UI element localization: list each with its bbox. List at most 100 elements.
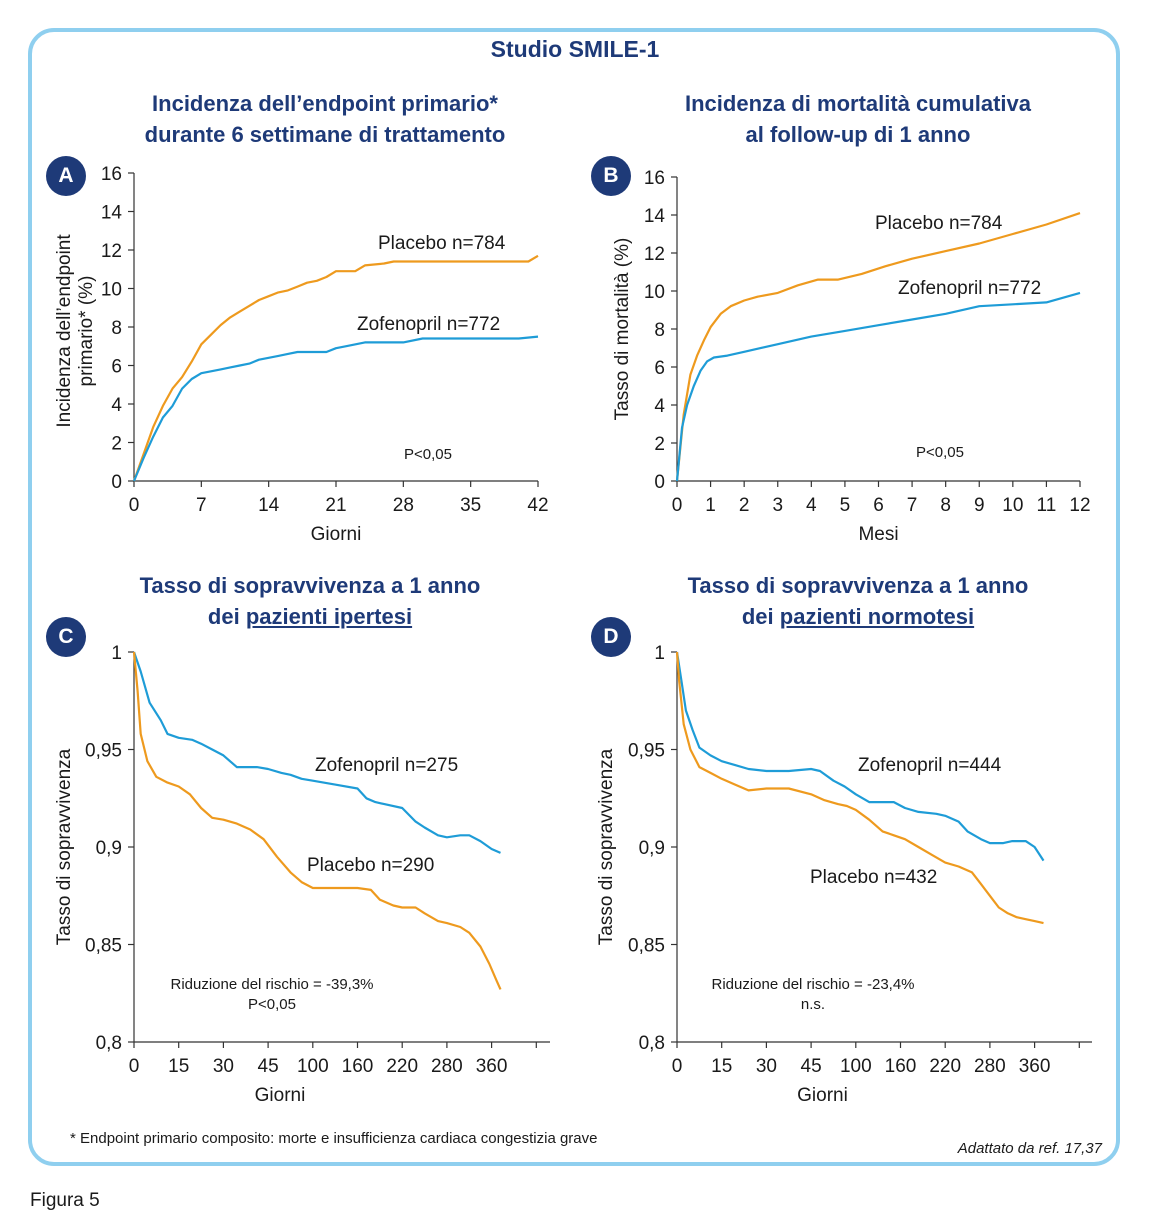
chart-c-x-axis-label: Giorni [255,1085,306,1106]
chart-a-x-tick-label: 14 [258,495,280,516]
chart-d-x-tick-label: 100 [840,1056,872,1077]
chart-d-x-tick-label: 360 [1019,1056,1051,1077]
chart-a-x-tick-label: 0 [129,495,140,516]
chart-b-y-tick-label: 6 [654,358,665,379]
chart-d-x-tick-label: 160 [885,1056,917,1077]
chart-c-y-tick-label: 1 [111,643,122,664]
chart-b-placebo-label: Placebo n=784 [875,213,1003,234]
chart-a-x-tick-label: 7 [196,495,207,516]
chart-a-placebo-line [132,254,539,482]
panel-c-title-line1: Tasso di sopravvivenza a 1 anno [139,573,481,598]
panel-b-title-line2: al follow-up di 1 anno [745,122,971,147]
panel-d-title-prefix: dei [741,604,780,629]
panel-d-title: Tasso di sopravvivenza a 1 anno dei pazi… [578,570,1138,632]
panel-d-badge: D [591,617,631,657]
chart-a-zofenopril-line [132,335,539,482]
chart-b-y-tick-label: 8 [654,320,665,341]
chart-b-y-tick-label: 10 [644,282,665,303]
chart-c-x-tick-label: 0 [129,1056,140,1077]
panel-a-badge: A [46,156,86,196]
chart-c-placebo-label: Placebo n=290 [307,855,434,876]
chart-b-x-tick-label: 5 [840,495,851,516]
chart-d-placebo-label: Placebo n=432 [810,867,937,888]
chart-d-y-tick-label: 1 [654,643,665,664]
panel-d-title-line1: Tasso di sopravvivenza a 1 anno [687,573,1029,598]
chart-a-y-tick-label: 4 [111,395,122,416]
chart-a-annotation: P<0,05 [404,446,452,463]
panel-c-badge: C [46,617,86,657]
chart-b-y-tick-label: 12 [644,244,665,265]
chart-c-placebo-line [132,651,502,990]
chart-d-x-axis-label: Giorni [797,1085,848,1106]
chart-a-y-tick-label: 10 [101,280,122,301]
chart-d-x-tick-label: 220 [929,1056,961,1077]
chart-b-zofenopril-label: Zofenopril n=772 [898,278,1041,299]
chart-c-x-tick-label: 360 [476,1056,508,1077]
chart-a-x-tick-label: 21 [325,495,346,516]
chart-d-zofenopril-line [675,651,1045,862]
chart-b-x-tick-label: 6 [873,495,884,516]
chart-a-zofenopril-label: Zofenopril n=772 [357,314,500,335]
chart-d-placebo-line [675,651,1044,925]
panel-d-title-underlined: pazienti normotesi [779,604,975,629]
chart-b-x-tick-label: 9 [974,495,985,516]
chart-a-y-tick-label: 0 [111,472,122,493]
chart-b-placebo-line [675,212,1081,482]
chart-b-y-tick-label: 14 [644,206,666,227]
panel-a-title-line2: durante 6 settimane di trattamento [144,122,506,147]
chart-b-x-axis-label: Mesi [858,524,898,545]
chart-b-x-tick-label: 10 [1002,495,1023,516]
chart-c-annotation: Riduzione del rischio = -39,3% [170,976,373,993]
chart-c-y-tick-label: 0,95 [85,741,122,762]
chart-a-y-tick-label: 6 [111,357,122,378]
chart-c-x-tick-label: 100 [297,1056,329,1077]
figure-label: Figura 5 [30,1190,100,1211]
chart-d-x-tick-label: 15 [711,1056,732,1077]
chart-c-x-tick-label: 220 [386,1056,418,1077]
chart-b-x-tick-label: 11 [1037,495,1057,516]
panel-a-title: Incidenza dell’endpoint primario* durant… [45,88,605,150]
chart-d-y-tick-label: 0,9 [639,838,665,859]
chart-a-y-tick-label: 14 [101,203,123,224]
panel-b-title: Incidenza di mortalità cumulativa al fol… [578,88,1138,150]
chart-b-x-tick-label: 3 [772,495,783,516]
chart-c-y-tick-label: 0,85 [85,936,122,957]
chart-b-x-tick-label: 2 [739,495,750,516]
panel-a-title-line1: Incidenza dell’endpoint primario* [152,91,498,116]
chart-a-y-tick-label: 8 [111,318,122,339]
footnote: * Endpoint primario composito: morte e i… [70,1130,598,1147]
chart-c-x-tick-label: 30 [213,1056,234,1077]
chart-d-x-tick-label: 45 [801,1056,822,1077]
chart-b-y-tick-label: 16 [644,168,665,189]
panel-b-title-line1: Incidenza di mortalità cumulativa [685,91,1031,116]
panel-d-title-line2: dei pazienti normotesi [578,601,1138,632]
chart-b-y-tick-label: 4 [654,396,665,417]
chart-d-y-axis-label: Tasso di sopravvivenza [596,748,617,945]
study-title: Studio SMILE-1 [490,36,660,62]
chart-b-x-tick-label: 0 [672,495,683,516]
chart-a-x-tick-label: 28 [393,495,414,516]
chart-a-placebo-label: Placebo n=784 [378,233,506,254]
source-note: Adattato da ref. 17,37 [957,1140,1102,1157]
chart-d-x-tick-label: 0 [672,1056,683,1077]
chart-c-x-tick-label: 15 [168,1056,189,1077]
chart-b-x-tick-label: 8 [940,495,951,516]
chart-a-y-tick-label: 2 [111,434,122,455]
chart-d-annotation: Riduzione del rischio = -23,4% [711,976,914,993]
chart-b-x-tick-label: 12 [1069,495,1090,516]
chart-d-annotation: n.s. [801,996,825,1013]
chart-b-x-tick-label: 4 [806,495,817,516]
chart-d-y-tick-label: 0,8 [639,1033,665,1054]
chart-a-x-tick-label: 42 [527,495,548,516]
chart-c-y-axis-label: Tasso di sopravvivenza [54,748,75,945]
chart-a-x-tick-label: 35 [460,495,481,516]
panel-c-title-line2: dei pazienti ipertesi [30,601,590,632]
chart-a-y-tick-label: 16 [101,164,122,185]
panel-c-title: Tasso di sopravvivenza a 1 anno dei pazi… [30,570,590,632]
chart-b-y-tick-label: 0 [654,472,665,493]
chart-c-y-tick-label: 0,8 [96,1033,122,1054]
figure-frame [28,28,1120,1166]
chart-c-x-tick-label: 45 [258,1056,279,1077]
chart-b-x-tick-label: 7 [907,495,918,516]
